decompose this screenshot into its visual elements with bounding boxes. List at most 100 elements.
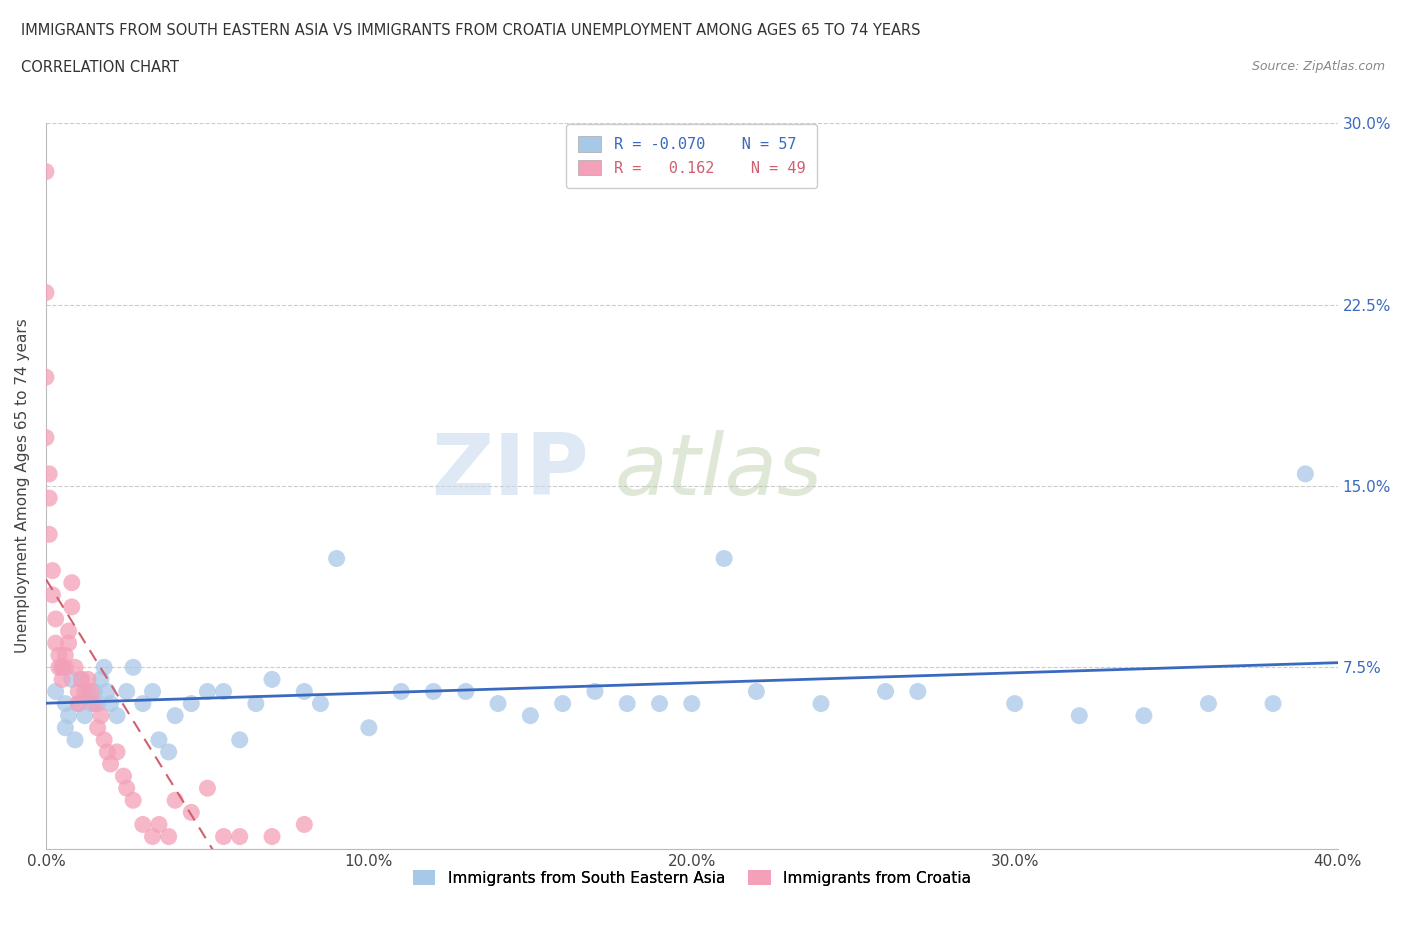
Point bbox=[77, 684, 100, 699]
Point bbox=[105, 709, 128, 724]
Point bbox=[90, 709, 112, 724]
Point bbox=[180, 805, 202, 820]
Point bbox=[83, 684, 105, 699]
Point bbox=[80, 697, 103, 711]
Point bbox=[197, 781, 219, 796]
Point bbox=[60, 576, 83, 591]
Point bbox=[53, 660, 76, 675]
Point bbox=[58, 624, 80, 639]
Point bbox=[907, 684, 929, 699]
Point bbox=[90, 672, 112, 687]
Point bbox=[86, 721, 108, 736]
Point bbox=[454, 684, 477, 699]
Point bbox=[292, 684, 315, 699]
Point bbox=[141, 684, 163, 699]
Point bbox=[260, 830, 283, 844]
Point bbox=[63, 733, 86, 748]
Point bbox=[86, 697, 108, 711]
Point bbox=[115, 684, 138, 699]
Point bbox=[100, 697, 122, 711]
Point bbox=[141, 830, 163, 844]
Point bbox=[245, 697, 267, 711]
Point bbox=[148, 817, 170, 832]
Point bbox=[583, 684, 606, 699]
Text: ZIP: ZIP bbox=[430, 430, 589, 513]
Point bbox=[35, 165, 58, 179]
Point bbox=[157, 830, 180, 844]
Point bbox=[486, 697, 509, 711]
Point bbox=[1198, 697, 1220, 711]
Point bbox=[83, 697, 105, 711]
Point bbox=[1261, 697, 1284, 711]
Point bbox=[132, 697, 155, 711]
Point bbox=[309, 697, 332, 711]
Point bbox=[648, 697, 671, 711]
Point bbox=[60, 672, 83, 687]
Point bbox=[157, 745, 180, 760]
Point bbox=[1294, 467, 1316, 482]
Point bbox=[93, 660, 115, 675]
Text: atlas: atlas bbox=[614, 430, 823, 513]
Text: Source: ZipAtlas.com: Source: ZipAtlas.com bbox=[1251, 60, 1385, 73]
Point bbox=[96, 684, 118, 699]
Point bbox=[165, 709, 187, 724]
Point bbox=[165, 793, 187, 808]
Point bbox=[51, 672, 73, 687]
Point bbox=[48, 660, 70, 675]
Point bbox=[551, 697, 574, 711]
Point bbox=[93, 733, 115, 748]
Point bbox=[100, 757, 122, 772]
Point bbox=[35, 286, 58, 300]
Point bbox=[45, 636, 67, 651]
Point bbox=[197, 684, 219, 699]
Point bbox=[96, 745, 118, 760]
Y-axis label: Unemployment Among Ages 65 to 74 years: Unemployment Among Ages 65 to 74 years bbox=[15, 319, 30, 654]
Point bbox=[35, 431, 58, 445]
Point bbox=[122, 793, 145, 808]
Legend: Immigrants from South Eastern Asia, Immigrants from Croatia: Immigrants from South Eastern Asia, Immi… bbox=[406, 864, 977, 892]
Point bbox=[67, 697, 90, 711]
Point bbox=[1133, 709, 1156, 724]
Point bbox=[810, 697, 832, 711]
Point bbox=[51, 660, 73, 675]
Point bbox=[875, 684, 897, 699]
Point bbox=[122, 660, 145, 675]
Point bbox=[80, 684, 103, 699]
Point bbox=[357, 721, 380, 736]
Point bbox=[38, 491, 60, 506]
Point bbox=[45, 612, 67, 627]
Point bbox=[48, 648, 70, 663]
Point bbox=[212, 830, 235, 844]
Point bbox=[45, 684, 67, 699]
Point bbox=[260, 672, 283, 687]
Point bbox=[60, 600, 83, 615]
Point bbox=[53, 721, 76, 736]
Point bbox=[63, 660, 86, 675]
Point bbox=[681, 697, 703, 711]
Point bbox=[1004, 697, 1026, 711]
Point bbox=[148, 733, 170, 748]
Point bbox=[115, 781, 138, 796]
Point bbox=[70, 672, 93, 687]
Point bbox=[212, 684, 235, 699]
Point bbox=[38, 467, 60, 482]
Point bbox=[325, 551, 347, 566]
Point bbox=[67, 697, 90, 711]
Point bbox=[41, 564, 63, 578]
Point bbox=[616, 697, 638, 711]
Point bbox=[422, 684, 444, 699]
Point bbox=[132, 817, 155, 832]
Point bbox=[70, 672, 93, 687]
Point bbox=[77, 672, 100, 687]
Point bbox=[35, 370, 58, 385]
Point bbox=[180, 697, 202, 711]
Point bbox=[228, 830, 250, 844]
Point bbox=[67, 684, 90, 699]
Point bbox=[53, 697, 76, 711]
Point bbox=[292, 817, 315, 832]
Point bbox=[73, 684, 96, 699]
Point bbox=[713, 551, 735, 566]
Point bbox=[228, 733, 250, 748]
Point bbox=[38, 527, 60, 542]
Point bbox=[41, 588, 63, 603]
